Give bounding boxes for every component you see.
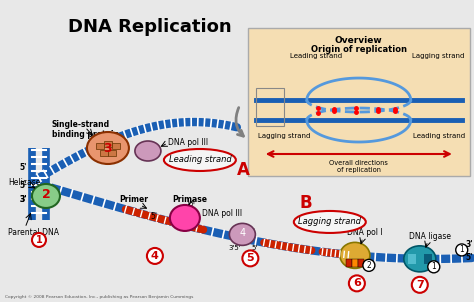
Text: Leading strand: Leading strand <box>290 53 342 59</box>
Text: Lagging strand: Lagging strand <box>298 217 361 226</box>
Text: 3': 3' <box>466 240 474 249</box>
Text: 5': 5' <box>466 253 473 262</box>
Bar <box>352 259 358 267</box>
Bar <box>424 254 432 264</box>
Ellipse shape <box>404 246 436 272</box>
Text: Single-strand
binding protein: Single-strand binding protein <box>52 120 119 140</box>
Text: 3': 3' <box>19 195 27 204</box>
Bar <box>346 259 352 267</box>
Text: 6: 6 <box>353 278 361 288</box>
Ellipse shape <box>87 132 129 164</box>
Circle shape <box>349 275 365 291</box>
Text: 1: 1 <box>459 246 464 255</box>
Circle shape <box>412 277 428 293</box>
Bar <box>112 143 120 149</box>
Bar <box>104 141 112 147</box>
Text: 5': 5' <box>150 213 157 221</box>
Text: Overall directions
of replication: Overall directions of replication <box>329 160 388 173</box>
Text: Overview: Overview <box>335 36 383 45</box>
Ellipse shape <box>229 223 255 245</box>
Text: 5': 5' <box>19 182 27 191</box>
Bar <box>108 150 116 156</box>
Text: Copyright © 2008 Pearson Education, Inc., publishing as Pearson Benjamin Cumming: Copyright © 2008 Pearson Education, Inc.… <box>5 295 193 299</box>
Text: A: A <box>237 161 250 179</box>
Text: 1: 1 <box>431 262 436 271</box>
Text: Parental DNA: Parental DNA <box>8 228 59 237</box>
Text: Lagging strand: Lagging strand <box>258 133 310 139</box>
Ellipse shape <box>340 243 370 268</box>
Text: 3'5': 3'5' <box>228 245 241 251</box>
Text: 5: 5 <box>246 253 254 263</box>
Text: DNA pol III: DNA pol III <box>168 137 208 146</box>
Text: 3': 3' <box>19 195 27 204</box>
Circle shape <box>147 248 163 264</box>
Text: 5': 5' <box>19 163 27 172</box>
Bar <box>408 254 416 264</box>
Bar <box>416 254 424 264</box>
Text: 4: 4 <box>151 251 159 261</box>
Text: Leading strand: Leading strand <box>412 133 465 139</box>
Text: Primer: Primer <box>119 195 148 204</box>
Text: Origin of replication: Origin of replication <box>311 45 407 54</box>
Text: 3': 3' <box>188 202 195 211</box>
Ellipse shape <box>135 141 161 161</box>
Text: 2: 2 <box>42 188 50 201</box>
Text: DNA pol III: DNA pol III <box>202 209 242 218</box>
Circle shape <box>428 261 440 273</box>
Circle shape <box>363 259 375 271</box>
Text: DNA Replication: DNA Replication <box>68 18 232 36</box>
Text: 5': 5' <box>248 228 255 237</box>
Circle shape <box>242 250 258 266</box>
FancyBboxPatch shape <box>248 28 470 176</box>
Text: 1: 1 <box>36 235 42 245</box>
Text: 7: 7 <box>416 280 424 290</box>
Text: DNA pol I: DNA pol I <box>347 228 383 237</box>
Circle shape <box>32 233 46 247</box>
Ellipse shape <box>294 211 366 233</box>
Text: DNA ligase: DNA ligase <box>409 232 451 241</box>
Bar <box>96 143 104 149</box>
Ellipse shape <box>32 184 60 208</box>
Text: Leading strand: Leading strand <box>168 156 231 165</box>
Text: 3: 3 <box>104 142 112 155</box>
Text: Lagging strand: Lagging strand <box>412 53 465 59</box>
Bar <box>100 150 108 156</box>
Ellipse shape <box>170 205 200 231</box>
Text: 2: 2 <box>366 261 371 270</box>
Bar <box>358 259 364 267</box>
Ellipse shape <box>164 149 236 171</box>
Circle shape <box>456 244 468 256</box>
Text: Helicase: Helicase <box>8 178 40 188</box>
Text: Primase: Primase <box>173 195 208 204</box>
Text: 5': 5' <box>251 245 257 251</box>
Text: 4: 4 <box>239 228 246 238</box>
Text: B: B <box>300 194 312 212</box>
